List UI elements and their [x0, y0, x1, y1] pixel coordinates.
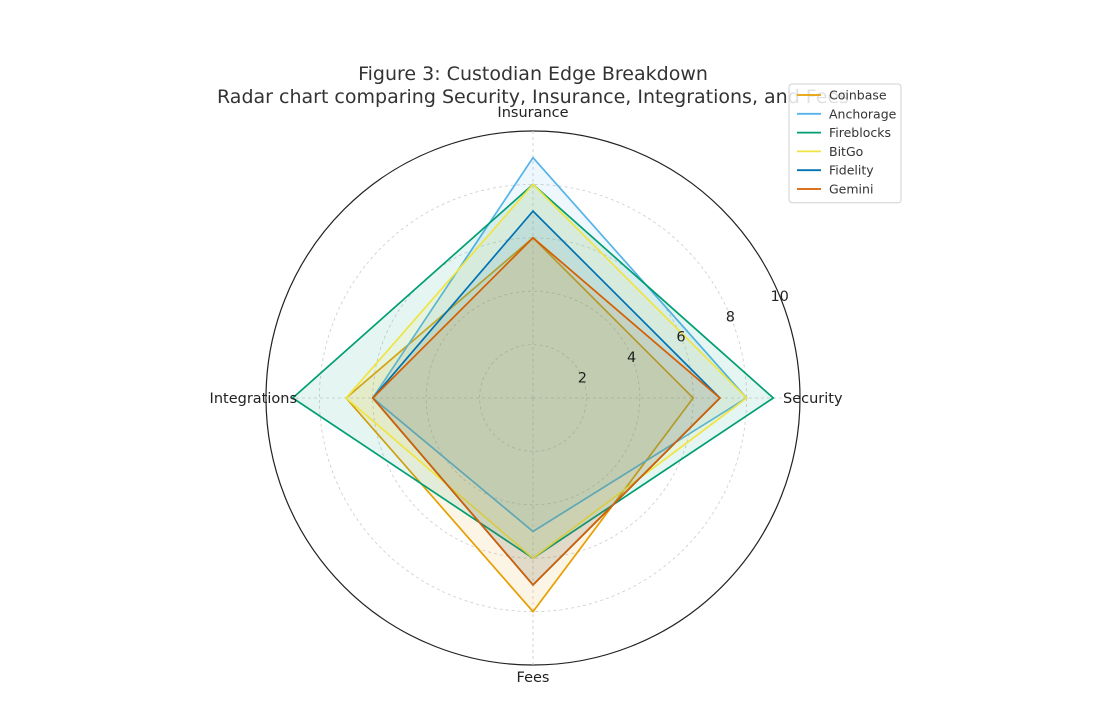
tick-label: 4 — [627, 350, 636, 366]
axis-label-insurance: Insurance — [497, 105, 568, 121]
series-polygon-bitgo — [344, 183, 748, 560]
legend-label: Fidelity — [829, 163, 874, 178]
radar-series — [291, 156, 775, 613]
axis-label-fees: Fees — [517, 670, 550, 686]
grid-ring — [425, 290, 641, 506]
tick-label: 2 — [578, 371, 587, 387]
series-polygon-gemini — [371, 236, 722, 587]
chart-subtitle: Radar chart comparing Security, Insuranc… — [217, 86, 849, 108]
tick-label: 6 — [676, 330, 685, 346]
radial-tick-labels: 2 4 6 8 10 — [578, 289, 789, 387]
legend-label: Anchorage — [829, 106, 897, 121]
axis-label-security: Security — [783, 391, 843, 407]
legend-label: Gemini — [829, 182, 873, 197]
axis-label-integrations: Integrations — [210, 391, 297, 407]
legend-label: Fireblocks — [829, 125, 891, 140]
axis-labels: Security Insurance Integrations Fees — [210, 105, 843, 686]
legend-label: BitGo — [829, 144, 863, 159]
legend: Coinbase Anchorage Fireblocks BitGo Fidelity… — [788, 83, 902, 204]
legend-label: Coinbase — [829, 88, 887, 103]
tick-label: 8 — [726, 309, 735, 325]
chart-title: Figure 3: Custodian Edge Breakdown — [358, 63, 708, 85]
tick-label: 10 — [770, 289, 788, 305]
grid-ring — [479, 344, 587, 452]
